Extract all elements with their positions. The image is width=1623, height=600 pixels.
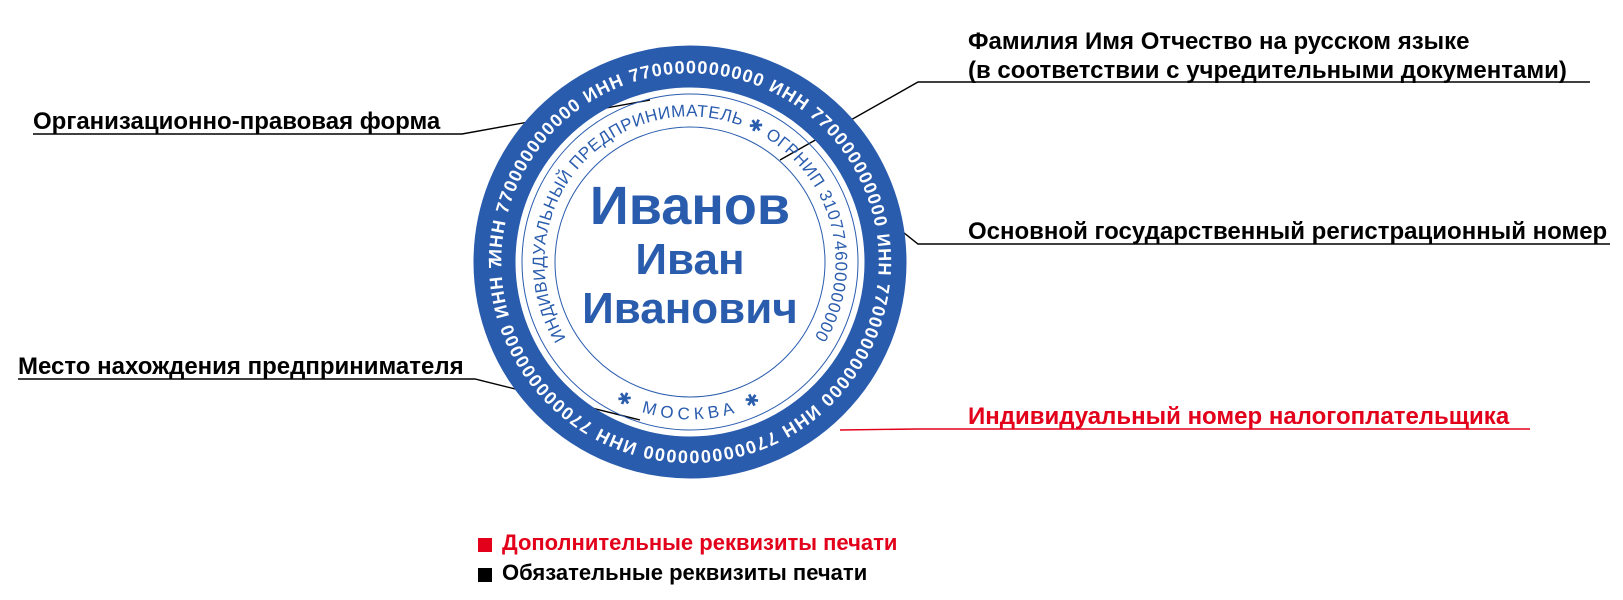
legend-item-additional: Дополнительные реквизиты печати xyxy=(478,530,897,556)
diagram-root: ИНН 770000000000 ИНН 770000000000 ИНН 77… xyxy=(0,0,1623,600)
surname-text: Иванов xyxy=(550,177,830,236)
callout-fullname-line1: Фамилия Имя Отчество на русском языке xyxy=(968,28,1470,55)
patronymic-text: Иванович xyxy=(550,285,830,333)
svg-text:✱ МОСКВА ✱: ✱ МОСКВА ✱ xyxy=(614,387,766,423)
legend-item-required: Обязательные реквизиты печати xyxy=(478,560,897,586)
stamp-center-name: Иванов Иван Иванович xyxy=(550,177,830,333)
legend-text-required: Обязательные реквизиты печати xyxy=(502,560,867,585)
legend: Дополнительные реквизиты печати Обязател… xyxy=(478,530,897,586)
legend-square-black xyxy=(478,568,492,582)
callout-location: Место нахождения предпринимателя xyxy=(18,353,464,382)
callout-inn: Индивидуальный номер налогоплательщика xyxy=(968,403,1509,432)
legend-text-additional: Дополнительные реквизиты печати xyxy=(502,530,897,555)
callout-fullname-line2: (в соответствии с учредительными докумен… xyxy=(968,57,1567,84)
callout-ogrn: Основной государственный регистрационный… xyxy=(968,218,1607,247)
legend-square-red xyxy=(478,538,492,552)
firstname-text: Иван xyxy=(550,236,830,284)
callout-fullname: Фамилия Имя Отчество на русском языке (в… xyxy=(968,28,1567,86)
callout-legal-form: Организационно-правовая форма xyxy=(33,108,440,137)
